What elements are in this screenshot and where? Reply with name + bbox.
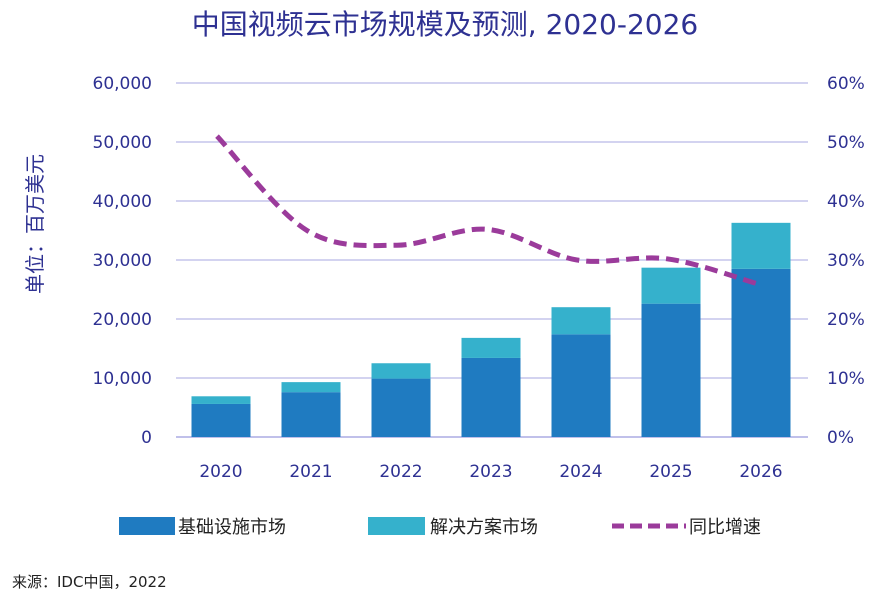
growth-point: [574, 257, 580, 263]
bar-solutions: [191, 396, 251, 404]
x-tick-label: 2022: [379, 462, 422, 482]
bar-infrastructure: [461, 357, 521, 437]
y2-tick-label: 30%: [827, 251, 865, 271]
bar-infrastructure: [731, 268, 791, 437]
growth-point: [394, 242, 400, 248]
growth-point: [304, 228, 310, 234]
bar-solutions: [281, 382, 341, 393]
growth-line-path: [215, 134, 758, 287]
legend-label-solutions: 解决方案市场: [430, 517, 538, 538]
x-tick-label: 2023: [469, 462, 512, 482]
growth-point: [484, 226, 490, 232]
x-tick-label: 2026: [739, 462, 782, 482]
chart-title: 中国视频云市场规模及预测, 2020-2026: [192, 8, 698, 41]
y-tick-label: 30,000: [93, 251, 152, 271]
legend-label-growth: 同比增速: [689, 517, 761, 538]
y2-tick-label: 0%: [827, 428, 854, 448]
bar-infrastructure: [641, 303, 701, 437]
y-tick-label: 60,000: [93, 74, 152, 94]
bar-solutions: [731, 222, 791, 269]
bar-solutions: [371, 363, 431, 379]
legend-swatch-solutions: [368, 517, 425, 535]
y2-tick-label: 50%: [827, 133, 865, 153]
x-tick-label: 2021: [289, 462, 332, 482]
y-tick-label: 40,000: [93, 192, 152, 212]
y-axis-left: 0 10,000 20,000 30,000 40,000 50,000 60,000: [93, 74, 152, 448]
bar-infrastructure: [371, 378, 431, 437]
growth-point: [664, 256, 670, 262]
bar-solutions: [641, 267, 701, 304]
y-tick-label: 0: [141, 428, 152, 448]
legend-label-infrastructure: 基础设施市场: [178, 517, 286, 538]
y2-tick-label: 10%: [827, 369, 865, 389]
y-axis-right: 0% 10% 20% 30% 40% 50% 60%: [827, 74, 865, 448]
x-axis: 2020 2021 2022 2023 2024 2025 2026: [199, 462, 782, 482]
growth-line: [214, 133, 760, 287]
x-tick-label: 2025: [649, 462, 692, 482]
source-note: 来源：IDC中国，2022: [12, 573, 167, 591]
growth-point: [214, 133, 220, 139]
y-tick-label: 50,000: [93, 133, 152, 153]
y2-tick-label: 20%: [827, 310, 865, 330]
x-tick-label: 2020: [199, 462, 242, 482]
bars: [191, 222, 791, 437]
bar-infrastructure: [551, 334, 611, 437]
legend-swatch-infrastructure: [119, 517, 175, 535]
bar-infrastructure: [191, 403, 251, 437]
bar-solutions: [461, 337, 521, 358]
bar-solutions: [551, 307, 611, 335]
bar-infrastructure: [281, 392, 341, 437]
y-tick-label: 10,000: [93, 369, 152, 389]
gridlines: [176, 82, 808, 438]
y-axis-label: 单位：百万美元: [23, 154, 47, 294]
legend: 基础设施市场 解决方案市场 同比增速: [119, 517, 761, 538]
x-tick-label: 2024: [559, 462, 602, 482]
y-tick-label: 20,000: [93, 310, 152, 330]
growth-point: [754, 281, 760, 287]
y2-tick-label: 40%: [827, 192, 865, 212]
y2-tick-label: 60%: [827, 74, 865, 94]
